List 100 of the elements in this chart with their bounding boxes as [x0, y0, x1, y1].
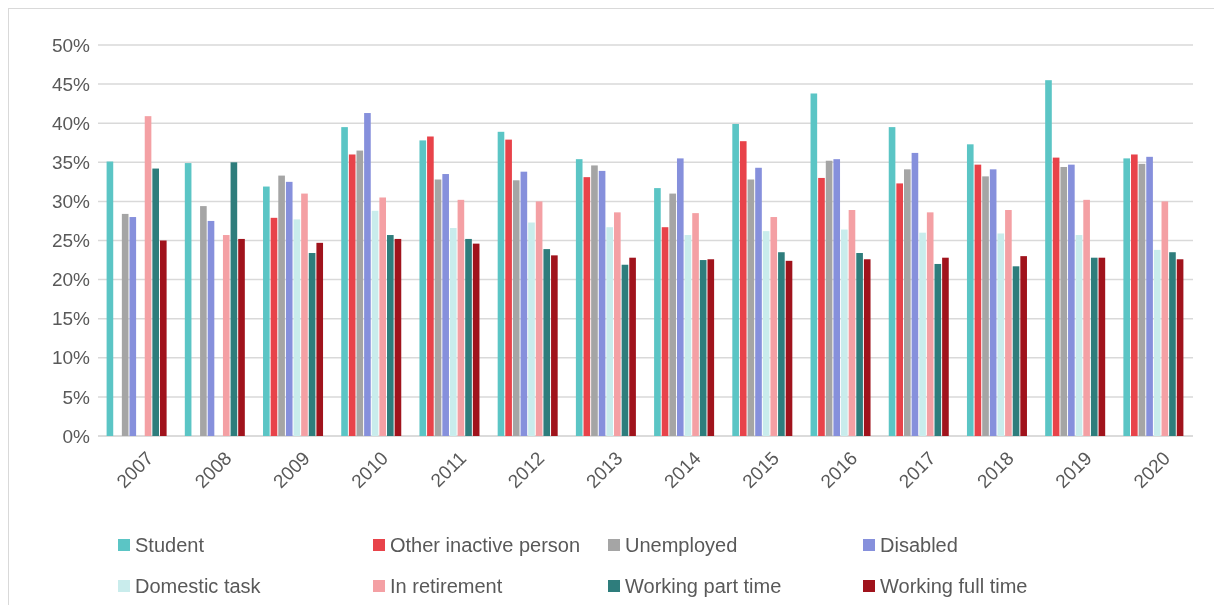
bar — [1083, 199, 1090, 436]
bar — [684, 235, 692, 436]
bar — [1020, 256, 1027, 436]
y-tick-label: 10% — [51, 347, 91, 369]
bar — [621, 264, 629, 436]
bar — [364, 113, 371, 436]
bar — [301, 193, 308, 436]
bar — [1075, 235, 1083, 436]
bar — [692, 213, 699, 436]
legend-label: Unemployed — [625, 534, 738, 556]
bar — [755, 167, 762, 436]
bar — [1131, 154, 1138, 436]
bar — [465, 238, 472, 436]
bar — [341, 127, 348, 436]
bar — [974, 164, 982, 436]
bar — [1098, 257, 1106, 436]
bar — [121, 213, 129, 436]
bar — [238, 238, 245, 436]
bar — [919, 232, 926, 436]
bar — [106, 161, 114, 436]
bar — [270, 217, 278, 436]
bar — [497, 131, 505, 436]
bar — [528, 222, 535, 436]
bar — [997, 233, 1005, 436]
bar — [371, 210, 379, 436]
y-tick-label: 30% — [51, 191, 91, 213]
bar — [184, 163, 192, 436]
bar — [841, 229, 848, 436]
legend-label: In retirement — [390, 575, 503, 597]
bar — [1068, 164, 1075, 436]
bar — [863, 259, 871, 436]
bar — [1060, 166, 1068, 436]
bar — [825, 160, 833, 436]
bar — [1161, 201, 1169, 436]
bar — [230, 162, 238, 436]
bar — [512, 180, 520, 436]
legend-label: Domestic task — [135, 575, 262, 597]
y-tick-label: 25% — [51, 230, 91, 252]
bar — [818, 177, 825, 436]
bar — [606, 227, 614, 436]
bar — [778, 252, 785, 436]
y-tick-label: 5% — [62, 386, 91, 408]
bar — [394, 238, 402, 436]
bar — [732, 123, 739, 436]
y-tick-label: 35% — [51, 151, 91, 173]
y-tick-label: 45% — [51, 73, 91, 95]
y-tick-label: 40% — [51, 112, 91, 134]
bar — [535, 201, 543, 436]
bar — [654, 188, 661, 436]
bar — [904, 169, 911, 436]
bar — [419, 140, 427, 436]
bar — [1138, 163, 1146, 436]
bar — [989, 169, 997, 436]
y-tick-label: 20% — [51, 269, 91, 291]
bar — [144, 116, 152, 436]
bar — [1012, 266, 1020, 436]
bar — [1123, 158, 1131, 436]
bar — [833, 159, 841, 436]
bar — [911, 152, 919, 436]
bar — [308, 253, 316, 436]
bar — [661, 227, 669, 436]
bar — [505, 139, 512, 436]
bar — [129, 217, 137, 436]
bar — [442, 174, 449, 436]
bar — [888, 127, 896, 436]
bar — [1045, 80, 1052, 436]
legend-label: Other inactive person — [390, 534, 581, 556]
bar — [200, 206, 207, 436]
bar — [598, 170, 606, 436]
bar — [316, 242, 324, 436]
bar — [810, 93, 818, 436]
bar — [575, 159, 583, 436]
y-tick-label: 0% — [62, 425, 91, 447]
bar — [982, 176, 989, 436]
bar — [520, 171, 528, 436]
bar — [1176, 259, 1184, 436]
bar — [278, 175, 285, 436]
bar — [1090, 257, 1098, 436]
bar — [770, 217, 778, 436]
bar — [583, 177, 591, 436]
bar — [707, 259, 715, 436]
bar — [1052, 157, 1060, 436]
bar — [966, 144, 974, 436]
bar — [762, 231, 770, 436]
bar — [222, 235, 230, 436]
bar — [293, 219, 301, 436]
bar — [356, 150, 364, 436]
bar — [427, 136, 434, 436]
bar — [434, 179, 442, 436]
bar — [614, 212, 621, 436]
bar — [159, 240, 167, 436]
legend-label: Disabled — [880, 534, 958, 556]
bar — [848, 210, 856, 436]
y-tick-label: 50% — [51, 34, 91, 56]
bar — [1169, 252, 1176, 436]
bar — [551, 255, 558, 436]
bar — [676, 158, 684, 436]
bar — [785, 260, 793, 436]
bar — [942, 257, 949, 436]
bar — [1153, 249, 1161, 436]
